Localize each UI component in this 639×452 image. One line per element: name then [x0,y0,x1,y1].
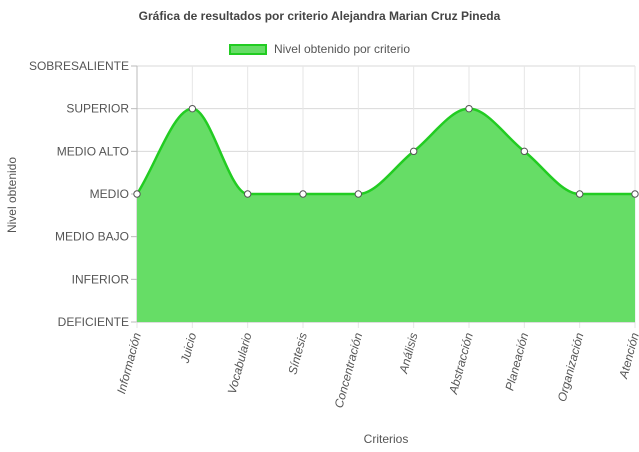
x-tick-label: Análisis [396,331,420,376]
data-point [133,190,141,198]
series-area [137,108,635,322]
data-point [465,104,473,113]
x-axis-label: Criterios [363,432,409,446]
data-point [354,190,363,198]
y-tick-label: SUPERIOR [66,102,129,116]
chart-title: Gráfica de resultados por criterio Aleja… [138,9,501,23]
y-tick-label: MEDIO [90,187,129,201]
y-tick-label: INFERIOR [72,272,130,286]
data-point [299,190,307,198]
data-point [188,104,197,113]
y-tick-label: MEDIO ALTO [57,144,129,158]
data-point [243,190,252,198]
x-tick-label: Planeación [502,331,531,392]
data-point [575,190,584,198]
y-tick-label: SOBRESALIENTE [29,59,129,73]
legend[interactable]: Nivel obtenido por criterio [0,42,639,56]
legend-swatch [228,43,267,55]
x-tick-label: Vocabulario [225,331,255,396]
x-tick-label: Organización [555,331,587,403]
x-tick-label: Juicio [178,331,200,366]
series-line [135,107,635,196]
x-tick-label: Concentración [332,331,366,410]
data-point [631,190,639,198]
x-tick-label: Atención [616,331,639,381]
x-tick-label: Abstracción [446,331,476,396]
data-point [520,147,529,156]
y-tick-label: MEDIO BAJO [55,230,129,244]
x-tick-label: Información [114,331,144,395]
legend-label: Nivel obtenido por criterio [273,42,411,56]
y-tick-label: DEFICIENTE [58,315,129,329]
x-tick-label: Síntesis [285,331,310,376]
data-point [409,147,418,156]
